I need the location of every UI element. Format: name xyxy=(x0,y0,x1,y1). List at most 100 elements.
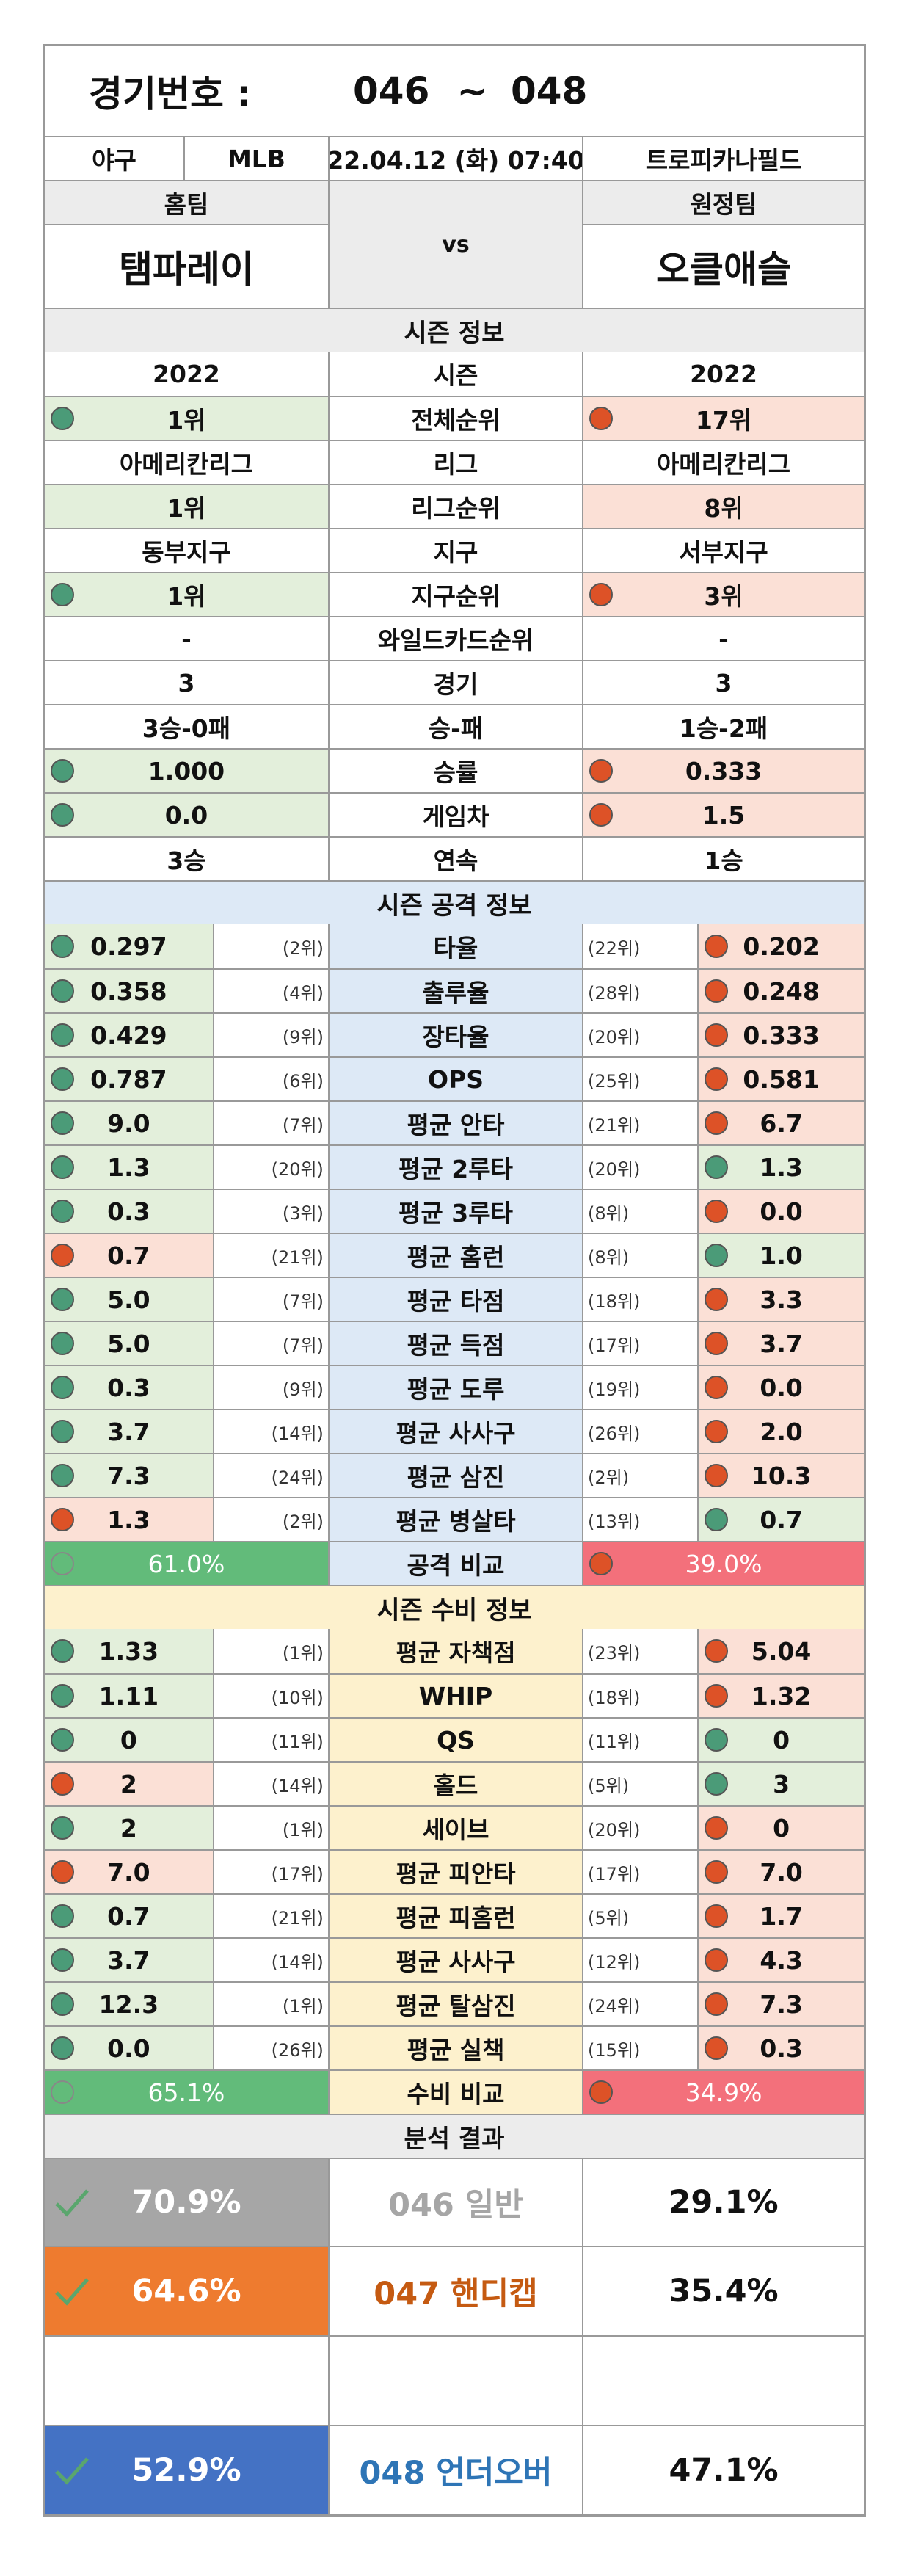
season-row: 아메리칸리그 리그 아메리칸리그 xyxy=(45,440,864,484)
analysis-underover-label: 048 언더오버 xyxy=(327,2426,582,2514)
season-section-header: 시즌 정보 xyxy=(45,308,864,352)
offense-home-value: 0.3 xyxy=(45,1366,213,1409)
circle-icon xyxy=(705,1684,729,1708)
season-away-value: 8위 xyxy=(582,485,864,528)
offense-home-value: 5.0 xyxy=(45,1278,213,1321)
season-away-value: 1.5 xyxy=(582,794,864,836)
season-away-value: 1승 xyxy=(582,838,864,880)
offense-away-value: 3.3 xyxy=(697,1278,864,1321)
offense-away-value: 1.0 xyxy=(697,1234,864,1277)
datetime-cell: 22.04.12 (화) 07:40 xyxy=(327,137,582,180)
season-row: - 와일드카드순위 - xyxy=(45,616,864,660)
offense-away-value: 6.7 xyxy=(697,1102,864,1144)
defense-home-rank: (14위) xyxy=(212,1763,328,1805)
offense-away-rank: (21위) xyxy=(582,1102,697,1144)
defense-home-value: 1.33 xyxy=(45,1629,213,1673)
league-cell: MLB xyxy=(183,137,328,180)
season-row-label: 와일드카드순위 xyxy=(327,617,582,660)
circle-icon xyxy=(589,583,614,606)
offense-away-value: 0.7 xyxy=(697,1498,864,1541)
offense-row-label: 평균 3루타 xyxy=(327,1190,583,1233)
defense-away-value: 7.3 xyxy=(697,1983,864,2025)
analysis-row-handicap: 64.6% 047 핸디캡 35.4% xyxy=(45,2246,864,2335)
circle-icon xyxy=(705,2036,729,2060)
circle-icon xyxy=(589,1552,614,1575)
defense-away-rank: (24위) xyxy=(582,1983,697,2025)
circle-icon xyxy=(51,1552,74,1575)
season-home-value: 1위 xyxy=(45,485,328,528)
defense-row: 0.0 (26위) 평균 실책 (15위) 0.3 xyxy=(45,2025,864,2069)
analysis-section-title: 분석 결과 xyxy=(45,2115,864,2158)
season-home-value: 3승 xyxy=(167,846,206,875)
offense-row-label: 출루율 xyxy=(327,970,583,1012)
offense-row: 0.297 (2위) 타율 (22위) 0.202 xyxy=(45,924,864,968)
defense-away-value: 3 xyxy=(697,1763,864,1805)
season-row-label: 게임차 xyxy=(327,794,582,836)
defense-home-value: 0.7 xyxy=(45,1895,213,1937)
defense-away-rank: (20위) xyxy=(582,1807,697,1849)
circle-icon xyxy=(705,1155,729,1179)
offense-away-rank: (28위) xyxy=(582,970,697,1012)
circle-icon xyxy=(705,1023,729,1047)
circle-icon xyxy=(51,1420,74,1443)
offense-row-label: 평균 2루타 xyxy=(327,1146,583,1189)
circle-icon xyxy=(705,1111,729,1135)
circle-icon xyxy=(51,1639,74,1663)
offense-table: 0.297 (2위) 타율 (22위) 0.202 0.358 (4위) 출루율 (28위) 0.… xyxy=(45,924,864,1541)
defense-away-value: 0 xyxy=(697,1719,864,1761)
defense-row: 3.7 (14위) 평균 사사구 (12위) 4.3 xyxy=(45,1937,864,1981)
defense-home-rank: (26위) xyxy=(212,2027,328,2069)
offense-row-label: 평균 사사구 xyxy=(327,1410,583,1453)
match-start-number: 046 xyxy=(353,70,430,112)
season-row: 0.0 게임차 1.5 xyxy=(45,792,864,836)
circle-icon xyxy=(51,1860,74,1884)
season-row-label: 승률 xyxy=(327,750,582,792)
offense-home-value: 0.429 xyxy=(45,1014,213,1056)
defense-home-rank: (1위) xyxy=(212,1983,328,2025)
defense-row-label: 홀드 xyxy=(327,1763,583,1805)
offense-away-value: 0.0 xyxy=(697,1190,864,1233)
offense-row-label: 평균 병살타 xyxy=(327,1498,583,1541)
season-row: 3승-0패 승-패 1승-2패 xyxy=(45,704,864,748)
defense-section-title: 시즌 수비 정보 xyxy=(45,1586,864,1629)
season-away-value: 서부지구 xyxy=(582,529,864,572)
circle-icon xyxy=(705,1639,729,1663)
defense-home-value: 2 xyxy=(45,1807,213,1849)
defense-home-value: 7.0 xyxy=(45,1851,213,1893)
offense-away-rank: (25위) xyxy=(582,1058,697,1100)
offense-home-value: 9.0 xyxy=(45,1102,213,1144)
defense-away-value: 4.3 xyxy=(697,1939,864,1981)
offense-row-label: 평균 타점 xyxy=(327,1278,583,1321)
circle-icon xyxy=(51,759,74,783)
game-info-row: 야구 MLB 22.04.12 (화) 07:40 트로피카나필드 xyxy=(45,136,864,180)
offense-home-rank: (24위) xyxy=(212,1454,328,1497)
analysis-row-underover: 52.9% 048 언더오버 47.1% xyxy=(45,2425,864,2514)
offense-home-rank: (4위) xyxy=(212,970,328,1012)
circle-icon xyxy=(589,407,614,430)
offense-compare-label: 공격 비교 xyxy=(327,1542,583,1585)
offense-row: 0.3 (3위) 평균 3루타 (8위) 0.0 xyxy=(45,1189,864,1233)
circle-icon xyxy=(705,1948,729,1972)
offense-away-rank: (18위) xyxy=(582,1278,697,1321)
match-range-tilde: ~ xyxy=(456,70,488,112)
circle-icon xyxy=(589,2080,614,2104)
circle-icon xyxy=(51,407,74,430)
analysis-general-label: 046 일반 xyxy=(327,2159,582,2246)
circle-icon xyxy=(51,1155,74,1179)
offense-row: 9.0 (7위) 평균 안타 (21위) 6.7 xyxy=(45,1100,864,1144)
season-away-value: - xyxy=(582,617,864,660)
offense-away-pct: 39.0% xyxy=(582,1542,864,1585)
circle-icon xyxy=(51,2036,74,2060)
season-table: 2022 시즌 2022 1위 전체순위 17위 아메리칸리그 리그 아메리칸리그 1위 리그순위 8… xyxy=(45,352,864,880)
defense-home-rank: (10위) xyxy=(212,1675,328,1717)
circle-icon xyxy=(705,1376,729,1399)
empty-cell xyxy=(582,2337,864,2425)
offense-home-rank: (14위) xyxy=(212,1410,328,1453)
offense-home-rank: (2위) xyxy=(212,1498,328,1541)
title-row: 경기번호 : 046 ~ 048 xyxy=(45,46,864,136)
season-home-value: 3 xyxy=(178,668,195,697)
defense-away-rank: (15위) xyxy=(582,2027,697,2069)
venue-cell: 트로피카나필드 xyxy=(582,137,864,180)
offense-row-label: 타율 xyxy=(327,924,583,968)
season-row-label: 경기 xyxy=(327,661,582,704)
